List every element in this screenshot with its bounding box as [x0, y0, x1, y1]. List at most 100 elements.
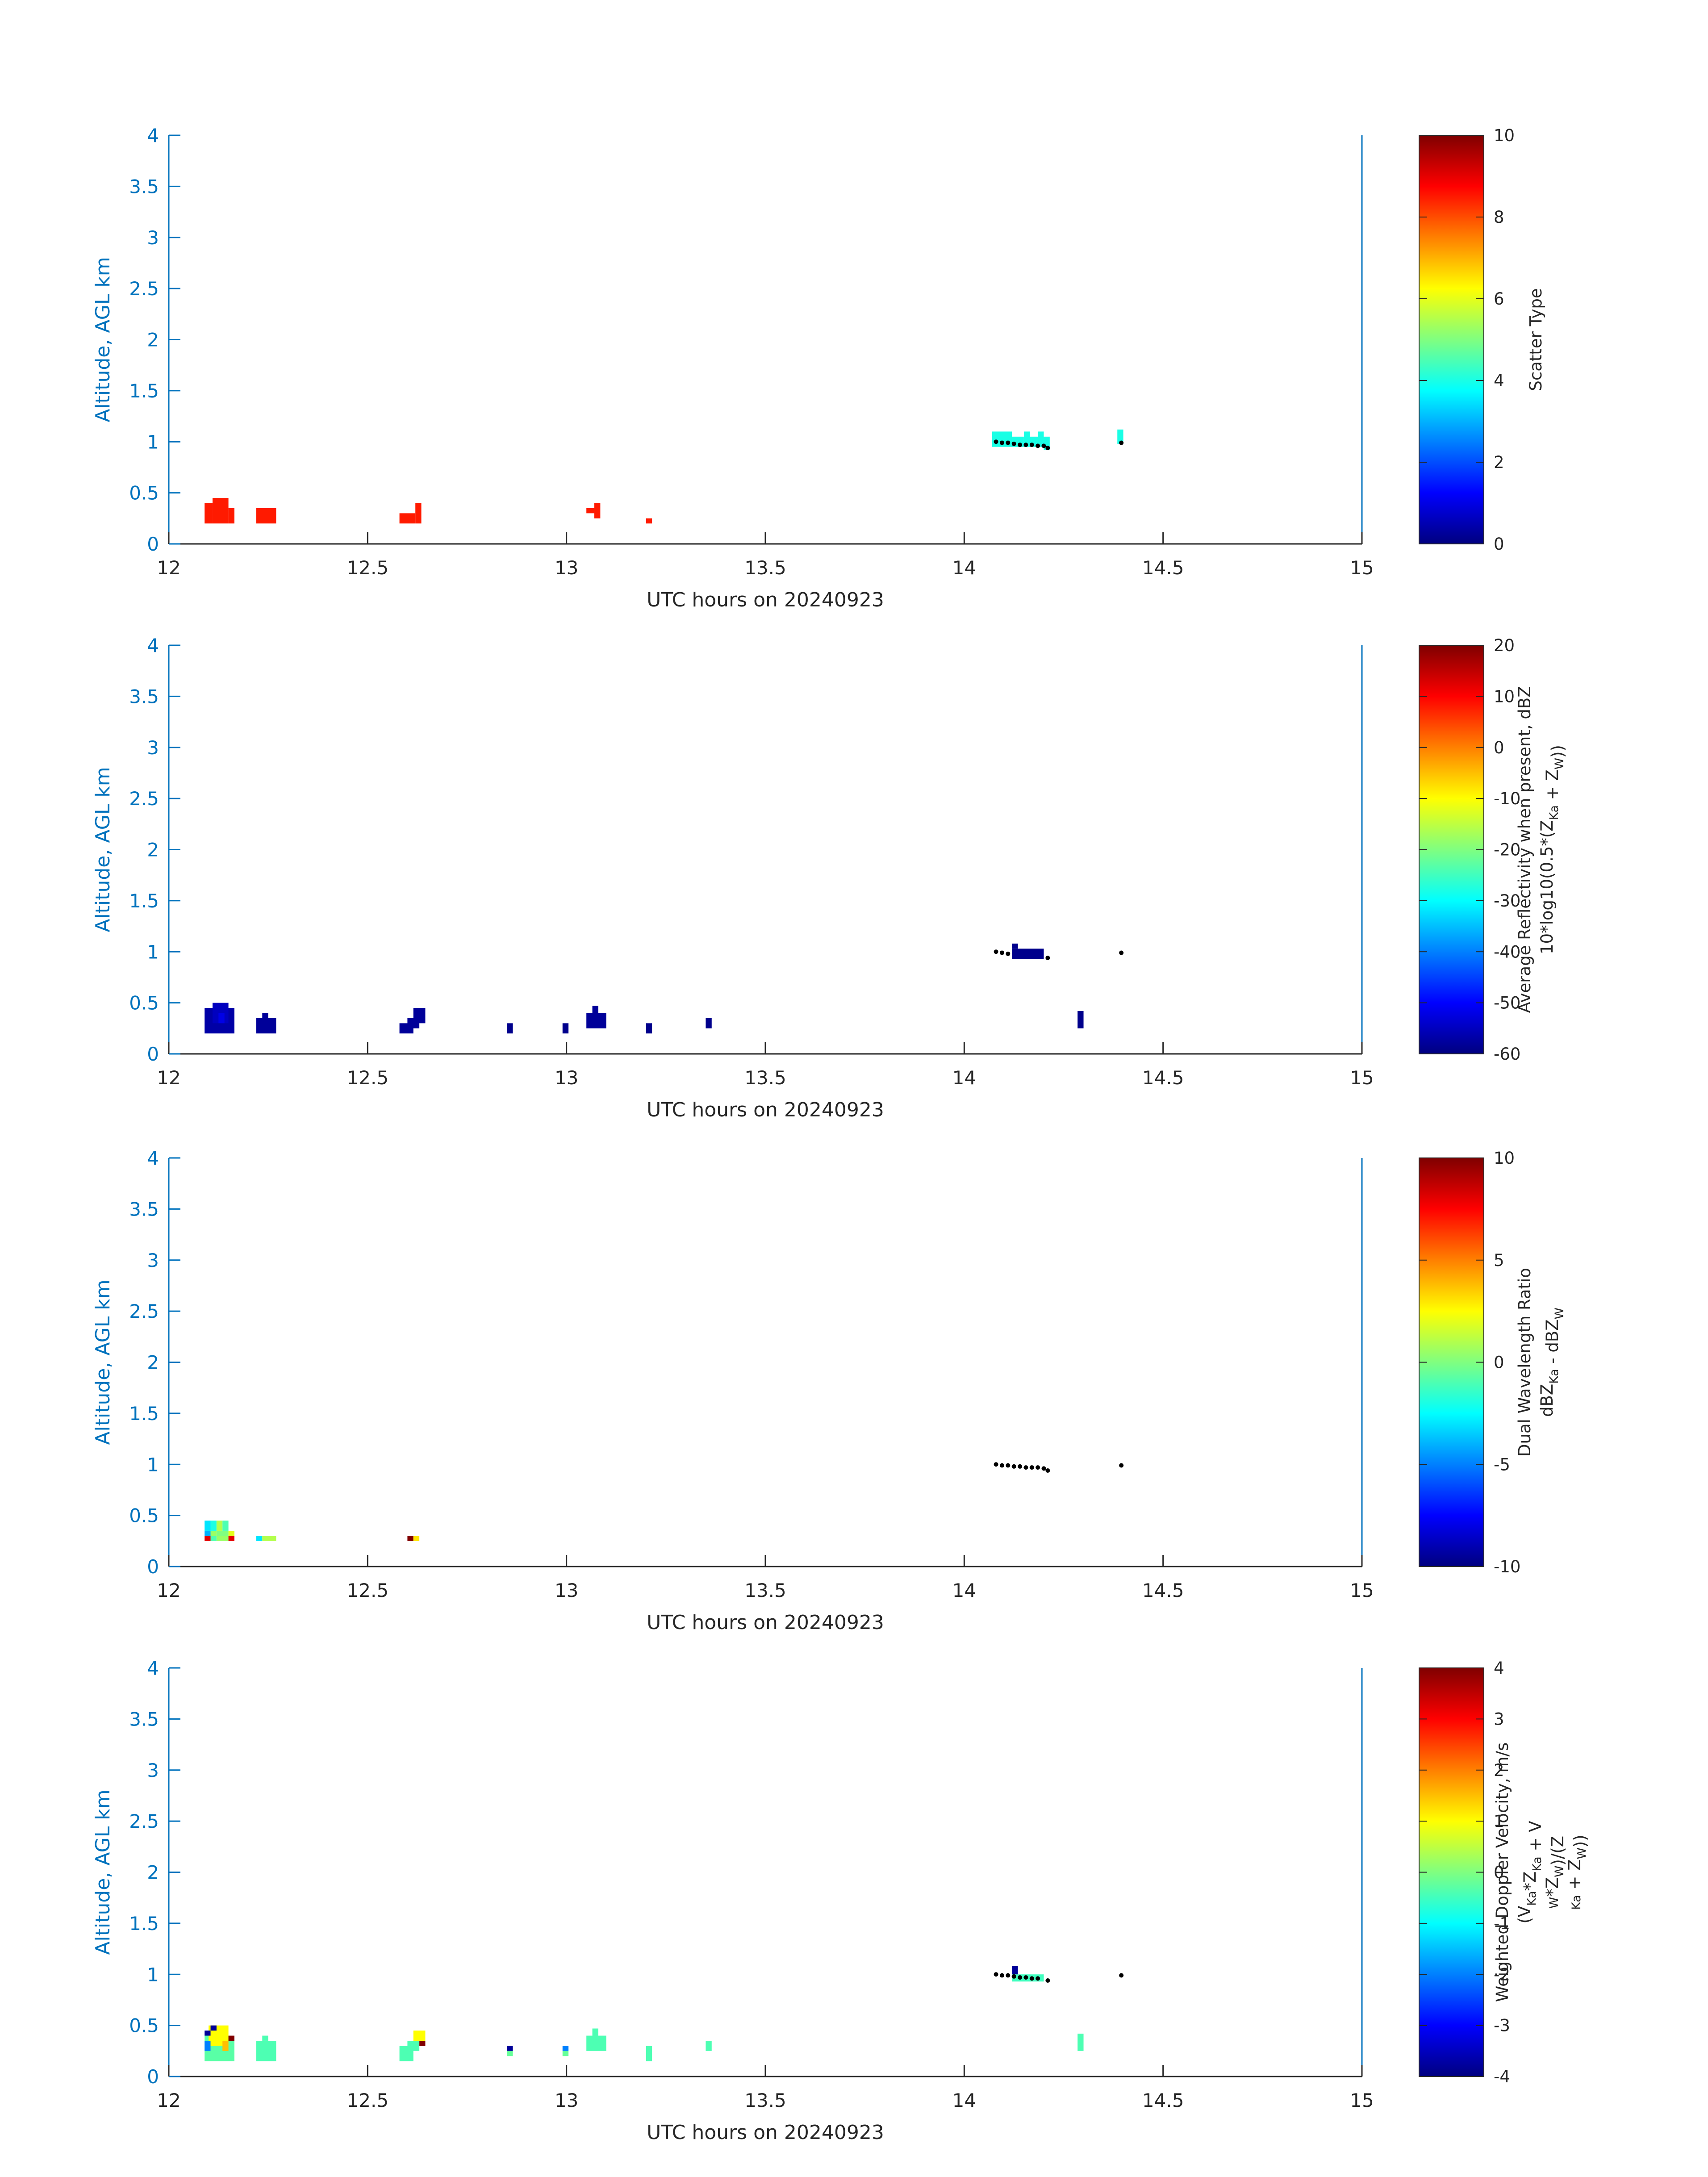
heatmap-cell [212, 498, 229, 524]
x-tick-label: 12 [157, 1579, 180, 1601]
y-tick-label: 1.5 [129, 1403, 159, 1425]
colorbar-label: dBZKa - dBZW [1537, 1308, 1566, 1417]
heatmap-cell [407, 2040, 420, 2051]
y-tick-label: 2.5 [129, 1810, 159, 1832]
y-tick-label: 3 [147, 227, 159, 249]
subscript: W [1553, 1866, 1566, 1877]
colorbar-tick-label: 8 [1494, 208, 1504, 227]
overlay-dot [994, 1462, 998, 1467]
label-text: Scatter Type [1526, 288, 1545, 391]
colorbar-tick-label: -1 [1494, 1914, 1510, 1933]
y-tick-label: 3.5 [129, 685, 159, 707]
overlay-dot [1006, 440, 1011, 445]
y-tick-label: 0 [147, 533, 159, 555]
y-axis-label: Altitude, AGL km [92, 257, 114, 422]
y-tick-label: 3.5 [129, 175, 159, 197]
x-axis-label: UTC hours on 20240923 [647, 589, 884, 611]
subscript: W [1575, 1847, 1589, 1859]
heatmap-cell [413, 1008, 426, 1024]
heatmap-cell [1117, 429, 1123, 444]
y-tick-label: 0.5 [129, 1505, 159, 1527]
x-tick-label: 15 [1350, 1579, 1374, 1601]
x-tick-label: 15 [1350, 557, 1374, 579]
heatmap-cell [256, 2040, 276, 2061]
label-text: + Z [1543, 769, 1562, 805]
heatmap-cell [562, 2051, 569, 2056]
colorbar-tick-label: 4 [1494, 371, 1504, 390]
subscript: Ka [1547, 805, 1561, 820]
colorbar-tick-label: -3 [1494, 2016, 1510, 2035]
y-tick-label: 0.5 [129, 2015, 159, 2037]
y-tick-label: 0 [147, 1043, 159, 1065]
colorbar-tick-label: 10 [1494, 687, 1515, 706]
heatmap-cell [228, 1536, 234, 1541]
colorbar-tick-label: -30 [1494, 891, 1520, 911]
x-tick-label: 13 [555, 557, 578, 579]
y-tick-label: 3.5 [129, 1708, 159, 1730]
colorbar-label: Dual Wavelength Ratio [1515, 1268, 1534, 1457]
panel-1: 12 12.5 13 13.5 14 14.5 15 0 0.5 1 1.5 2 2.5 3 3.5 4 UTC… [92, 125, 1545, 611]
label-text: )/(Z [1548, 1836, 1567, 1866]
colorbar-label: W*ZW)/(Z [1543, 1836, 1567, 1909]
colorbar-tick-label: 1 [1494, 1812, 1504, 1831]
heatmap-cell [586, 508, 595, 514]
x-tick-label: 14.5 [1142, 2089, 1184, 2111]
heatmap-cell [419, 2040, 426, 2046]
heatmap-cell [256, 1536, 263, 1541]
y-axis-label: Altitude, AGL km [92, 1789, 114, 1955]
heatmap-cell [256, 1018, 276, 1034]
overlay-dot [1119, 950, 1124, 955]
label-text: Weighted Doppler Velocity, m/s [1493, 1742, 1512, 2002]
heatmap-cell [646, 518, 652, 524]
heatmap-cell [1077, 2033, 1084, 2051]
overlay-dot [1045, 445, 1050, 450]
overlay-dot [1119, 1973, 1124, 1978]
heatmap-cell [216, 1521, 223, 1531]
x-tick-label: 12.5 [347, 1579, 389, 1601]
overlay-dot [1018, 443, 1023, 447]
colorbar-label: Weighted Doppler Velocity, m/s [1493, 1742, 1512, 2002]
colorbar-tick-label: -5 [1494, 1455, 1510, 1474]
label-text: )) [1570, 1834, 1590, 1847]
heatmap-cell [407, 1536, 413, 1541]
overlay-dot [1011, 1464, 1016, 1469]
heatmap-cell [262, 2035, 268, 2041]
heatmap-cell [222, 1521, 229, 1531]
heatmap-cell [592, 1006, 598, 1013]
overlay-dot [1023, 1465, 1028, 1470]
x-tick-label: 13 [555, 2089, 578, 2111]
heatmap-cell [216, 1536, 229, 1541]
heatmap-cell [706, 2040, 712, 2051]
x-tick-label: 12 [157, 2089, 180, 2111]
overlay-dot [1036, 1465, 1040, 1470]
y-tick-label: 0.5 [129, 482, 159, 504]
overlay-dot [1045, 1468, 1050, 1473]
overlay-dot [1029, 443, 1034, 447]
y-tick-label: 0 [147, 1556, 159, 1578]
heatmap-cell [586, 1013, 606, 1028]
colorbar-label: Scatter Type [1526, 288, 1545, 391]
x-tick-label: 14.5 [1142, 557, 1184, 579]
colorbar-tick-label: 10 [1494, 126, 1515, 145]
colorbar-tick-label: -2 [1494, 1965, 1510, 1984]
x-tick-label: 12 [157, 1067, 180, 1089]
subscript: Ka [1547, 1369, 1561, 1383]
colorbar-tick-label: 0 [1494, 1353, 1504, 1372]
label-text: + Z [1565, 1859, 1584, 1895]
colorbar-tick-label: 0 [1494, 1863, 1504, 1882]
overlay-dot [1018, 1975, 1023, 1980]
colorbar-label: Ka + ZW)) [1565, 1834, 1590, 1910]
y-tick-label: 1.5 [129, 1913, 159, 1935]
overlay-dot [1011, 441, 1016, 446]
x-tick-label: 12.5 [347, 1067, 389, 1089]
heatmap-cell [1012, 1966, 1018, 1975]
y-tick-label: 4 [147, 635, 159, 656]
y-tick-label: 2 [147, 329, 159, 351]
x-tick-label: 13 [555, 1067, 578, 1089]
colorbar-label: (VKa*ZKa + V [1515, 1821, 1545, 1923]
overlay-dot [1041, 1466, 1046, 1471]
y-tick-label: 3 [147, 737, 159, 759]
overlay-dot [1011, 1974, 1016, 1979]
y-tick-label: 1 [147, 1964, 159, 1985]
overlay-dot [1045, 955, 1050, 960]
